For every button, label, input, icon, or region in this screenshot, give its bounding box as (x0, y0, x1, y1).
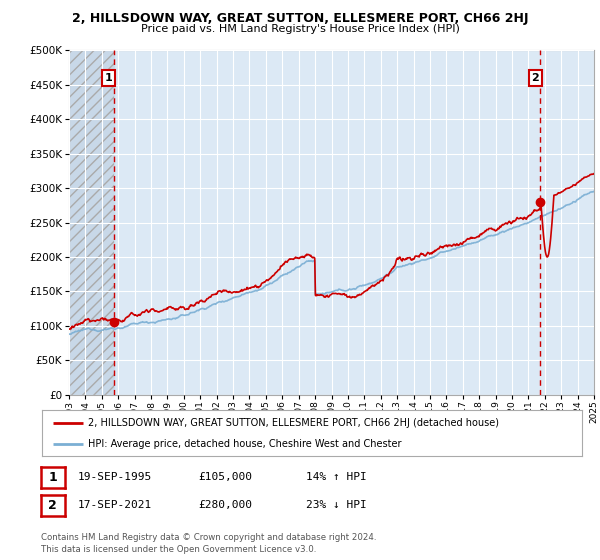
Text: 19-SEP-1995: 19-SEP-1995 (78, 472, 152, 482)
Text: 23% ↓ HPI: 23% ↓ HPI (306, 500, 367, 510)
Polygon shape (69, 50, 113, 395)
Polygon shape (69, 50, 113, 395)
Text: 2: 2 (532, 73, 539, 83)
Text: Contains HM Land Registry data © Crown copyright and database right 2024.
This d: Contains HM Land Registry data © Crown c… (41, 533, 376, 554)
Text: 2, HILLSDOWN WAY, GREAT SUTTON, ELLESMERE PORT, CH66 2HJ (detached house): 2, HILLSDOWN WAY, GREAT SUTTON, ELLESMER… (88, 418, 499, 428)
Text: 17-SEP-2021: 17-SEP-2021 (78, 500, 152, 510)
Text: £280,000: £280,000 (198, 500, 252, 510)
Text: HPI: Average price, detached house, Cheshire West and Chester: HPI: Average price, detached house, Ches… (88, 439, 401, 449)
Text: 1: 1 (105, 73, 113, 83)
Text: 2: 2 (49, 499, 57, 512)
Text: 2, HILLSDOWN WAY, GREAT SUTTON, ELLESMERE PORT, CH66 2HJ: 2, HILLSDOWN WAY, GREAT SUTTON, ELLESMER… (72, 12, 528, 25)
Text: £105,000: £105,000 (198, 472, 252, 482)
Text: 14% ↑ HPI: 14% ↑ HPI (306, 472, 367, 482)
Text: Price paid vs. HM Land Registry's House Price Index (HPI): Price paid vs. HM Land Registry's House … (140, 24, 460, 34)
Text: 1: 1 (49, 471, 57, 484)
